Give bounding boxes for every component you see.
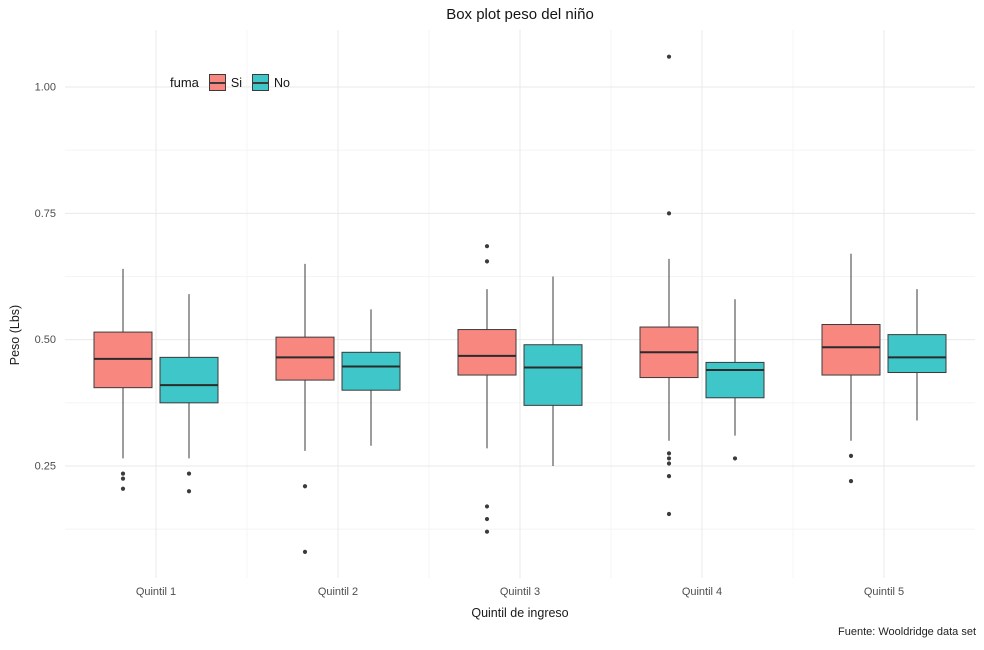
outlier-si-q1 <box>120 486 126 491</box>
outlier-si-q3 <box>484 244 490 249</box>
x-axis-label: Quintil de ingreso <box>471 606 569 620</box>
x-tick-label: Quintil 5 <box>864 586 904 598</box>
y-axis-label: Peso (Lbs) <box>8 304 22 366</box>
outlier-si-q5 <box>848 479 854 484</box>
outlier-si-q4 <box>666 451 672 456</box>
box-no-q3 <box>523 344 583 406</box>
box-si-q5 <box>821 324 881 376</box>
y-tick-label: 0.50 <box>35 334 56 346</box>
legend-item-no: No <box>252 74 290 91</box>
outlier-no-q1 <box>186 471 192 476</box>
outlier-si-q3 <box>484 529 490 534</box>
outlier-si-q4 <box>666 54 672 59</box>
x-tick-label: Quintil 3 <box>500 586 540 598</box>
outlier-si-q4 <box>666 461 672 466</box>
outlier-si-q1 <box>120 471 126 476</box>
source-caption: Fuente: Wooldridge data set <box>838 626 976 638</box>
box-si-q1 <box>93 331 153 389</box>
outlier-si-q3 <box>484 504 490 509</box>
legend-label-si: Si <box>230 75 243 90</box>
legend-title: fuma <box>170 75 199 90</box>
outlier-si-q2 <box>302 549 308 555</box>
chart-title: Box plot peso del niño <box>446 6 594 23</box>
x-tick-label: Quintil 4 <box>682 586 722 598</box>
box-no-q4 <box>705 361 765 399</box>
outlier-no-q1 <box>186 489 192 494</box>
legend-median-line <box>209 81 225 84</box>
box-no-q2 <box>341 351 401 391</box>
legend-item-si: Si <box>208 74 243 91</box>
x-tick-label: Quintil 2 <box>318 586 358 598</box>
outlier-si-q3 <box>484 516 490 522</box>
outlier-si-q1 <box>120 476 126 481</box>
y-tick-label: 0.25 <box>35 461 56 473</box>
legend-swatch-no-icon <box>252 74 270 91</box>
legend: fuma Si No <box>170 74 290 91</box>
outlier-si-q3 <box>484 259 490 264</box>
outlier-si-q4 <box>666 511 672 517</box>
box-no-q5 <box>887 334 947 374</box>
x-tick-label: Quintil 1 <box>136 586 176 598</box>
box-si-q2 <box>275 336 335 381</box>
box-no-q1 <box>159 356 219 404</box>
outlier-si-q4 <box>666 456 672 461</box>
outlier-si-q4 <box>666 211 672 216</box>
y-tick-label: 1.00 <box>35 82 56 94</box>
outlier-no-q4 <box>732 456 738 461</box>
outlier-si-q2 <box>302 484 308 489</box>
outlier-si-q4 <box>666 474 672 479</box>
legend-swatch-si-icon <box>208 74 226 91</box>
legend-median-line <box>253 81 269 84</box>
y-tick-label: 0.75 <box>35 208 56 220</box>
legend-label-no: No <box>274 75 291 90</box>
box-si-q3 <box>457 329 517 376</box>
outlier-si-q5 <box>848 453 854 458</box>
